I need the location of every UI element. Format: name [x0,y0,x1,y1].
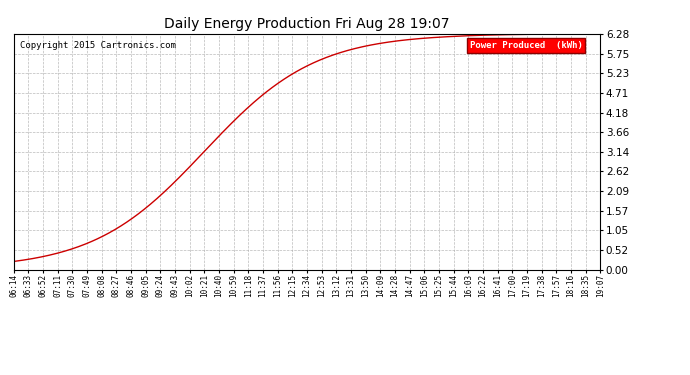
Title: Daily Energy Production Fri Aug 28 19:07: Daily Energy Production Fri Aug 28 19:07 [164,17,450,31]
Text: Power Produced  (kWh): Power Produced (kWh) [470,41,582,50]
Text: Copyright 2015 Cartronics.com: Copyright 2015 Cartronics.com [19,41,175,50]
